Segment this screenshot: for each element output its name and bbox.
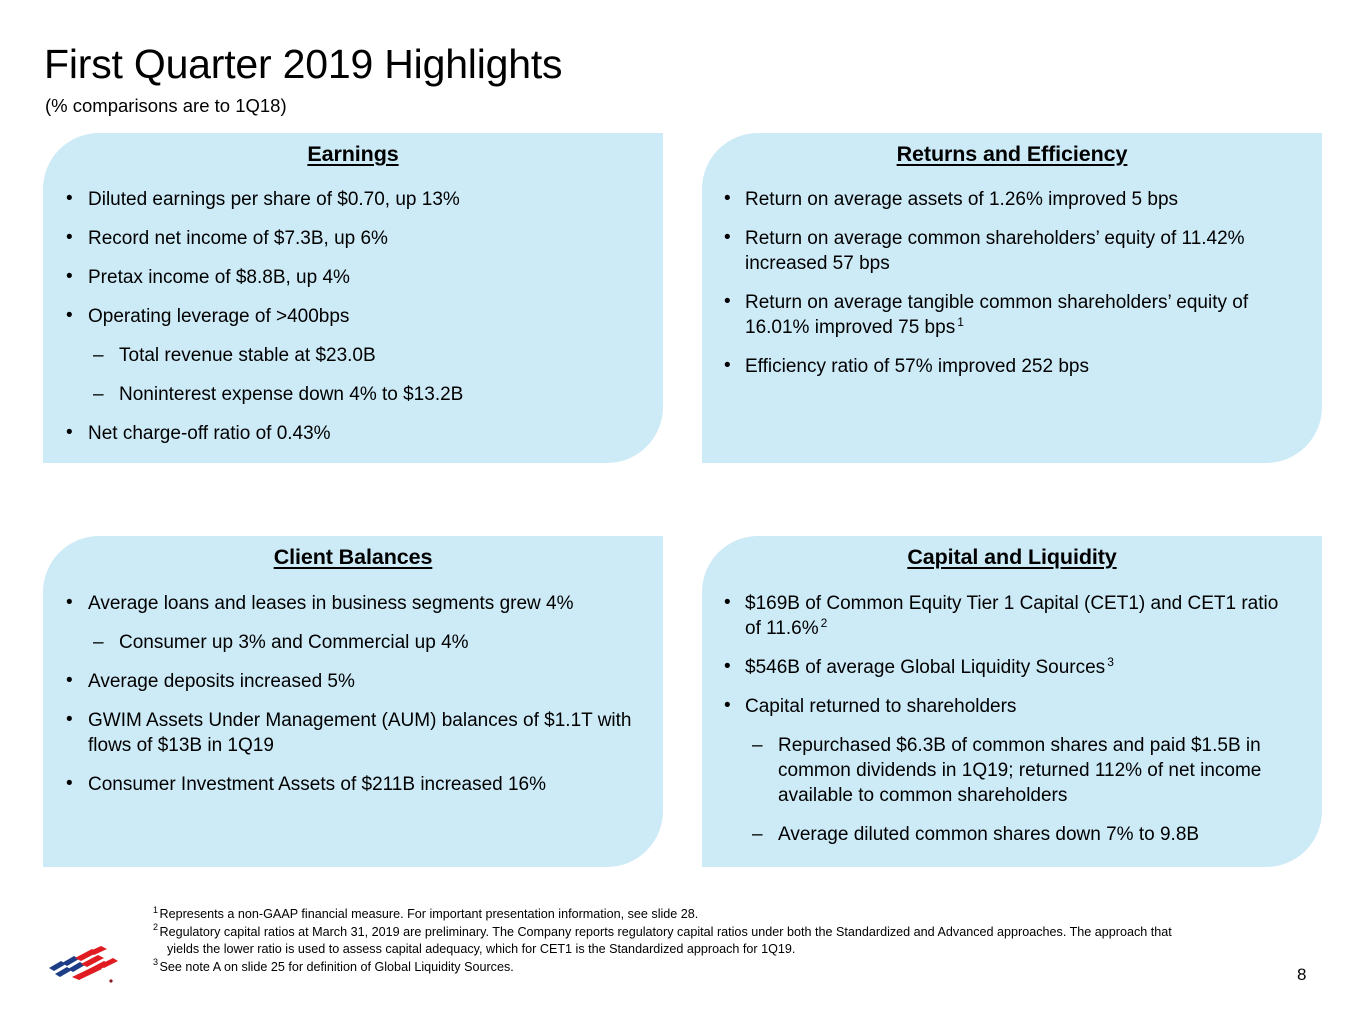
footnote-line: yields the lower ratio is used to assess… [153,941,1313,959]
bullet-list-capital-and-liquidity: $169B of Common Equity Tier 1 Capital (C… [702,570,1322,847]
page-number: 8 [1297,965,1307,984]
card-title-capital-and-liquidity: Capital and Liquidity [907,545,1117,569]
footnote-text: See note A on slide 25 for definition of… [159,959,514,974]
bullet-item: Net charge-off ratio of 0.43% [43,420,663,446]
sub-bullet-item: Noninterest expense down 4% to $13.2B [43,382,663,407]
footnote-marker: 1 [153,904,159,915]
card-title-earnings: Earnings [307,142,399,166]
footnote-reference: 2 [820,615,828,630]
bullet-item: Capital returned to shareholders [702,693,1322,719]
bullet-item: Average loans and leases in business seg… [43,590,663,616]
footnote-line: 1 Represents a non-GAAP financial measure… [153,904,1313,924]
bullet-item: $546B of average Global Liquidity Source… [702,654,1322,680]
bullet-list-earnings: Diluted earnings per share of $0.70, up … [43,167,663,446]
sub-bullet-item: Average diluted common shares down 7% to… [702,822,1322,847]
bullet-item: Operating leverage of >400bps [43,303,663,329]
bullet-item: Record net income of $7.3B, up 6% [43,225,663,251]
bullet-item: Average deposits increased 5% [43,668,663,694]
page-title: First Quarter 2019 Highlights [44,41,563,87]
card-title-returns-and-efficiency: Returns and Efficiency [896,142,1128,166]
footnote-marker: 3 [153,957,159,968]
footnote-text: Regulatory capital ratios at March 31, 2… [159,924,1172,939]
card-returns-and-efficiency: Returns and Efficiency Return on average… [702,133,1322,463]
footnote-line: 2 Regulatory capital ratios at March 31, … [153,922,1313,942]
footnote-text: Represents a non-GAAP financial measure.… [159,907,699,921]
card-earnings: Earnings Diluted earnings per share of $… [43,133,663,463]
bullet-item: Diluted earnings per share of $0.70, up … [43,186,663,212]
footnote-line: 3 See note A on slide 25 for definition o… [153,957,1313,977]
bullet-item: Pretax income of $8.8B, up 4% [43,264,663,290]
footnote-reference: 3 [1107,654,1114,669]
bullet-item: Return on average assets of 1.26% improv… [702,186,1322,212]
sub-bullet-item: Repurchased $6.3B of common shares and p… [702,733,1322,808]
footnote-marker: 2 [153,922,159,933]
bullet-item: Consumer Investment Assets of $211B incr… [43,771,663,797]
bullet-item: Return on average common shareholders’ e… [702,225,1322,276]
footnote-text: yields the lower ratio is used to assess… [167,942,796,956]
card-client-balances: Client Balances Average loans and leases… [43,536,663,867]
bullet-item: Efficiency ratio of 57% improved 252 bps [702,353,1322,379]
bullet-item: Return on average tangible common shareh… [702,289,1322,340]
bank-of-america-logo-icon [47,941,121,985]
card-capital-and-liquidity: Capital and Liquidity $169B of Common Eq… [702,536,1322,867]
page-subtitle: (% comparisons are to 1Q18) [45,95,287,116]
bullet-item: $169B of Common Equity Tier 1 Capital (C… [702,590,1322,641]
bullet-list-client-balances: Average loans and leases in business seg… [43,570,663,797]
bullet-list-returns-and-efficiency: Return on average assets of 1.26% improv… [702,167,1322,379]
bullet-item: GWIM Assets Under Management (AUM) balan… [43,707,663,758]
footnote-reference: 1 [957,314,964,329]
card-title-client-balances: Client Balances [273,545,433,569]
sub-bullet-item: Total revenue stable at $23.0B [43,343,663,368]
sub-bullet-item: Consumer up 3% and Commercial up 4% [43,630,663,655]
footnotes: 1 Represents a non-GAAP financial measure… [153,904,1313,977]
